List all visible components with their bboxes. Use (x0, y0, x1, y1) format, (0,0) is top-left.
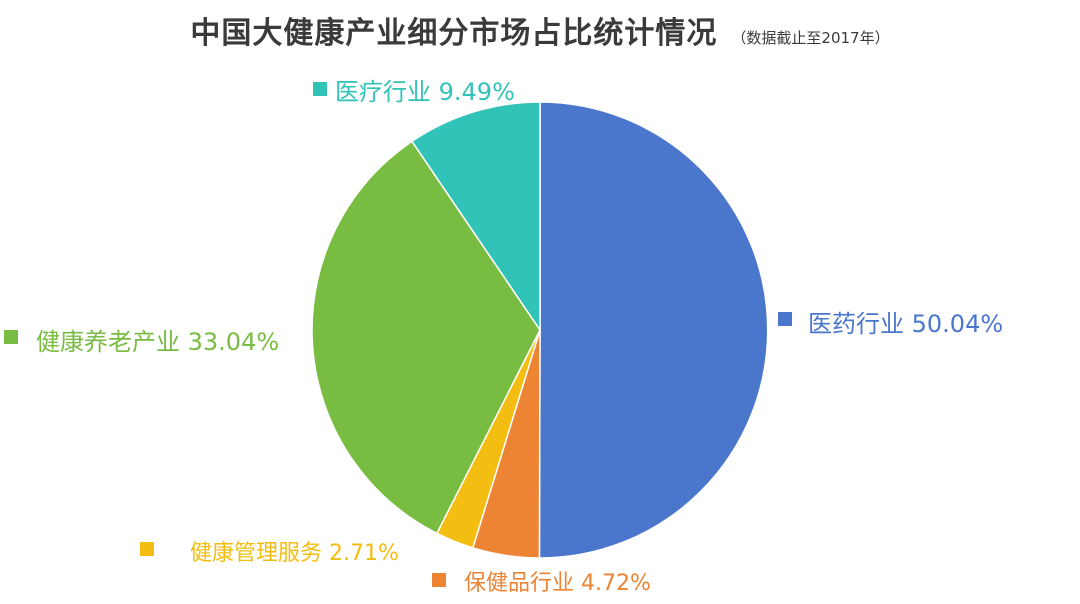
slice-label-4: 健康养老产业 33.04% (36, 328, 279, 356)
pie-slices (311, 101, 769, 559)
slice-name: 健康管理服务 (190, 541, 322, 566)
legend-marker-3 (140, 542, 154, 556)
pie-slice-4 (311, 140, 541, 535)
slice-label-3: 健康管理服务 2.71% (190, 541, 399, 566)
chart-title: 中国大健康产业细分市场占比统计情况 (190, 16, 718, 51)
legend-marker-5 (313, 82, 327, 96)
slice-value: 2.71% (322, 541, 399, 566)
pie-slice-5 (410, 101, 541, 333)
slice-name: 保健品行业 (464, 571, 574, 596)
slice-value: 50.04% (904, 310, 1003, 338)
slice-name: 医疗行业 (335, 78, 431, 106)
pie-slice-1 (538, 101, 769, 559)
slice-name: 健康养老产业 (36, 328, 180, 356)
slice-value: 33.04% (180, 328, 279, 356)
slice-name: 医药行业 (808, 310, 904, 338)
slice-label-5: 医疗行业 9.49% (335, 78, 515, 106)
chart-title-row: 中国大健康产业细分市场占比统计情况 （数据截止至2017年） (0, 8, 1080, 52)
legend-marker-2 (432, 573, 446, 587)
slice-value: 4.72% (574, 571, 651, 596)
legend-marker-4 (4, 330, 18, 344)
chart-subtitle: （数据截止至2017年） (731, 29, 890, 47)
pie-labels: 医药行业 50.04% 保健品行业 4.72% 健康管理服务 2.71% 健康养老产业… (4, 78, 1003, 596)
slice-label-2: 保健品行业 4.72% (464, 571, 651, 596)
slice-label-1: 医药行业 50.04% (808, 310, 1003, 338)
legend-marker-1 (778, 312, 792, 326)
slice-value: 9.49% (431, 78, 515, 106)
